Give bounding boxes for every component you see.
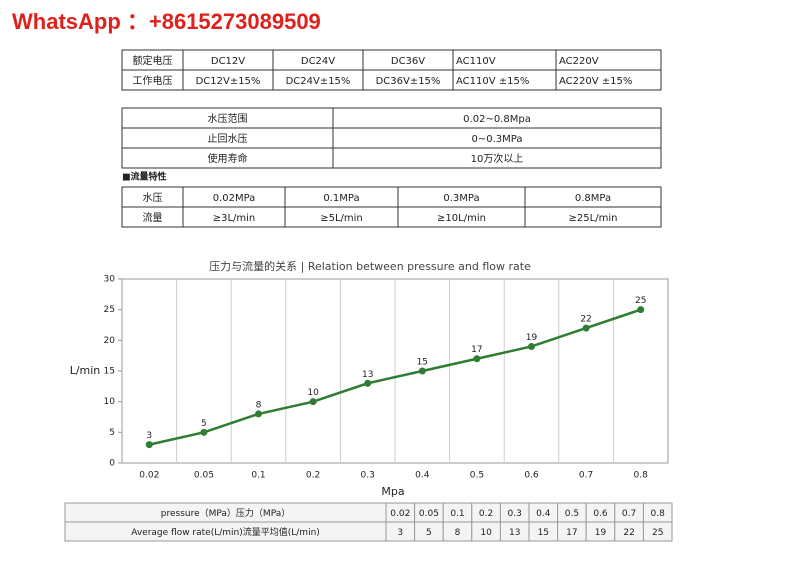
cell-text: DC24V xyxy=(301,56,335,67)
cell-text: AC110V xyxy=(456,56,496,67)
y-tick-label: 30 xyxy=(104,275,116,285)
data-label: 19 xyxy=(526,333,538,343)
cell-text: 15 xyxy=(538,528,549,538)
y-tick-label: 0 xyxy=(109,459,115,469)
cell-text: 19 xyxy=(595,528,607,538)
cell-text: 25 xyxy=(652,528,663,538)
data-point xyxy=(255,410,262,418)
cell-text: 水压 xyxy=(143,192,163,204)
cell-text: 10万次以上 xyxy=(471,152,524,165)
data-label: 13 xyxy=(362,370,373,380)
y-tick-label: 25 xyxy=(104,305,115,315)
data-label: 25 xyxy=(635,296,646,306)
x-tick-label: 0.3 xyxy=(361,471,375,481)
y-axis-label: L/min xyxy=(70,364,101,377)
data-point xyxy=(145,441,153,449)
x-axis-label: Mpa xyxy=(381,485,404,498)
cell-text: 0.8 xyxy=(651,509,666,519)
cell-text: 0.3MPa xyxy=(443,193,479,204)
cell-text: DC12V±15% xyxy=(196,76,261,87)
cell-text: ≥5L/min xyxy=(320,213,363,224)
cell-text: 0~0.3MPa xyxy=(472,134,523,145)
cell-text: DC36V±15% xyxy=(376,76,441,87)
table-cell xyxy=(555,69,662,91)
y-tick-label: 10 xyxy=(104,397,116,407)
table-cell xyxy=(332,147,662,169)
cell-text: AC110V ±15% xyxy=(456,76,529,87)
x-tick-label: 0.1 xyxy=(251,471,265,481)
cell-text: 工作电压 xyxy=(133,74,173,87)
data-point xyxy=(309,398,317,406)
cell-text: 13 xyxy=(509,528,520,538)
cell-text: DC36V xyxy=(391,56,425,67)
cell-text: 22 xyxy=(623,528,634,538)
cell-text: 0.2 xyxy=(479,509,493,519)
cell-text: pressure（MPa）压力（MPa） xyxy=(161,507,290,519)
cell-text: 0.6 xyxy=(593,509,608,519)
y-tick-label: 20 xyxy=(104,336,116,346)
cell-text: DC12V xyxy=(211,56,245,67)
x-tick-label: 0.2 xyxy=(306,471,320,481)
cell-text: Average flow rate(L/min)流量平均值(L/min) xyxy=(131,526,320,538)
x-tick-label: 0.4 xyxy=(415,471,430,481)
cell-text: AC220V xyxy=(559,56,599,67)
cell-text: 使用寿命 xyxy=(208,152,248,165)
x-tick-label: 0.7 xyxy=(579,471,593,481)
data-point xyxy=(582,324,590,332)
cell-text: 0.8MPa xyxy=(575,193,611,204)
data-label: 10 xyxy=(307,388,319,398)
data-line xyxy=(149,308,642,446)
cell-text: ≥25L/min xyxy=(569,213,618,224)
cell-text: 8 xyxy=(455,528,461,538)
data-point xyxy=(418,367,426,375)
data-point xyxy=(473,355,481,363)
cell-text: 10 xyxy=(480,528,492,538)
y-tick-label: 15 xyxy=(104,367,115,377)
cell-text: 0.4 xyxy=(536,509,551,519)
data-point xyxy=(200,428,208,436)
cell-text: AC220V ±15% xyxy=(559,76,632,87)
x-tick-label: 0.05 xyxy=(194,471,214,481)
chart-title: 压力与流量的关系 | Relation between pressure and… xyxy=(209,259,531,273)
cell-text: 3 xyxy=(397,528,403,538)
cell-text: 0.02~0.8Mpa xyxy=(463,114,531,125)
table-cell xyxy=(642,521,673,542)
cell-text: 5 xyxy=(426,528,432,538)
cell-text: 额定电压 xyxy=(133,54,173,67)
cell-text: ≥10L/min xyxy=(437,213,486,224)
flow-heading: ■流量特性 xyxy=(122,171,167,183)
data-point xyxy=(637,306,645,314)
cell-text: 17 xyxy=(566,528,577,538)
data-label: 3 xyxy=(146,431,152,441)
y-tick-label: 5 xyxy=(109,428,115,438)
data-label: 5 xyxy=(201,419,207,429)
data-label: 8 xyxy=(256,400,262,410)
cell-text: 水压范围 xyxy=(208,112,248,125)
data-label: 17 xyxy=(471,345,482,355)
x-tick-label: 0.6 xyxy=(524,471,539,481)
cell-text: 0.7 xyxy=(622,509,636,519)
x-tick-label: 0.8 xyxy=(634,471,649,481)
x-tick-label: 0.5 xyxy=(470,471,484,481)
cell-text: 止回水压 xyxy=(208,133,248,145)
data-label: 22 xyxy=(580,315,591,325)
cell-text: 0.5 xyxy=(565,509,579,519)
cell-text: 0.02 xyxy=(390,509,410,519)
cell-text: ≥3L/min xyxy=(213,213,256,224)
data-point xyxy=(528,342,535,350)
cell-text: 0.02MPa xyxy=(213,193,256,204)
whatsapp-title: WhatsApp ：+8615273089509 xyxy=(12,9,321,34)
cell-text: DC24V±15% xyxy=(286,76,351,87)
x-tick-label: 0.02 xyxy=(139,471,159,481)
cell-text: 0.1MPa xyxy=(323,193,359,204)
data-point xyxy=(364,379,372,387)
cell-text: 0.05 xyxy=(419,509,439,519)
table-cell xyxy=(524,206,662,228)
cell-text: 流量 xyxy=(143,211,163,224)
data-label: 15 xyxy=(417,358,428,368)
cell-text: 0.3 xyxy=(508,509,522,519)
cell-text: 0.1 xyxy=(450,509,464,519)
